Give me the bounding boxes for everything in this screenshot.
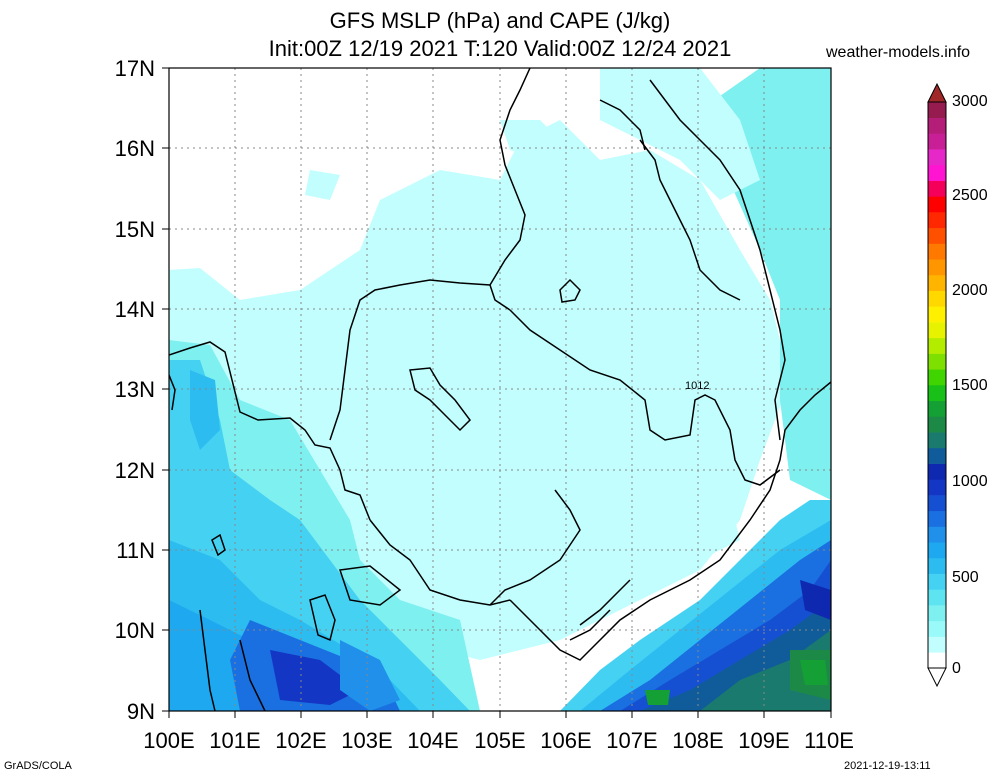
lat-label: 11N — [116, 538, 155, 563]
lat-label: 14N — [115, 297, 155, 322]
axis-ticks — [162, 67, 832, 718]
colorbar-swatch — [928, 605, 946, 622]
title-line-2: Init:00Z 12/19 2021 T:120 Valid:00Z 12/2… — [268, 36, 732, 61]
colorbar-swatch — [928, 573, 946, 590]
colorbar-labels: 0 500 1000 1500 2000 2500 3000 — [952, 93, 988, 677]
colorbar-swatch — [928, 620, 946, 637]
title-line-1: GFS MSLP (hPa) and CAPE (J/kg) — [329, 8, 671, 33]
colorbar-swatch — [928, 102, 946, 119]
colorbar-swatch — [928, 463, 946, 480]
lat-label: 15N — [115, 217, 155, 242]
colorbar-swatch — [928, 149, 946, 166]
colorbar-swatch — [928, 557, 946, 574]
colorbar-swatch — [928, 385, 946, 402]
colorbar-max-arrow — [927, 82, 947, 103]
colorbar-label: 1000 — [952, 473, 988, 490]
colorbar-swatch — [928, 479, 946, 496]
site-credit: weather-models.info — [826, 44, 971, 61]
lon-label: 104E — [407, 728, 458, 753]
colorbar-swatch — [928, 180, 946, 197]
colorbar-label: 3000 — [952, 93, 988, 110]
colorbar-frame — [927, 101, 947, 669]
lon-label: 100E — [143, 728, 194, 753]
colorbar-swatch — [928, 117, 946, 134]
colorbar-swatch — [928, 416, 946, 433]
colorbar-label: 0 — [952, 660, 961, 677]
footer-right: 2021-12-19-13:11 — [844, 760, 931, 772]
colorbar-swatch — [928, 290, 946, 307]
lon-label: 107E — [606, 728, 657, 753]
lon-label: 105E — [474, 728, 525, 753]
colorbar-swatch — [928, 510, 946, 527]
longitude-labels: 100E 101E 102E 103E 104E 105E 106E 107E … — [143, 728, 854, 753]
lat-label: 12N — [115, 458, 155, 483]
colorbar-swatch — [928, 164, 946, 181]
colorbar-swatch — [928, 337, 946, 354]
lat-label: 10N — [115, 618, 155, 643]
footer-left: GrADS/COLA — [4, 760, 72, 772]
colorbar-label: 500 — [952, 569, 979, 586]
colorbar-label: 2000 — [952, 282, 988, 299]
lat-label: 13N — [115, 377, 155, 402]
colorbar — [927, 82, 947, 688]
colorbar-swatch — [928, 274, 946, 291]
colorbar-label: 2500 — [952, 187, 988, 204]
lon-label: 108E — [672, 728, 723, 753]
lat-label: 17N — [115, 56, 155, 81]
cape-shading — [169, 68, 831, 711]
graticule — [169, 68, 831, 711]
colorbar-swatch — [928, 369, 946, 386]
colorbar-swatch — [928, 400, 946, 417]
colorbar-swatch — [928, 542, 946, 559]
colorbar-swatch — [928, 495, 946, 512]
lon-label: 109E — [738, 728, 789, 753]
colorbar-swatch — [928, 432, 946, 449]
colorbar-swatch — [928, 526, 946, 543]
latitude-labels: 9N 10N 11N 12N 13N 14N 15N 16N 17N — [115, 56, 155, 724]
colorbar-swatch — [928, 636, 946, 653]
coastlines-borders — [169, 68, 831, 711]
colorbar-swatch — [928, 306, 946, 323]
colorbar-swatch — [928, 589, 946, 606]
lat-label: 16N — [115, 136, 155, 161]
colorbar-swatch — [928, 447, 946, 464]
colorbar-swatch — [928, 259, 946, 276]
lon-label: 102E — [275, 728, 326, 753]
lon-label: 103E — [341, 728, 392, 753]
colorbar-swatch — [928, 322, 946, 339]
colorbar-label: 1500 — [952, 377, 988, 394]
lon-label: 106E — [540, 728, 591, 753]
lon-label: 110E — [804, 728, 854, 753]
colorbar-swatch — [928, 196, 946, 213]
isobar-label-1012: 1012 — [685, 380, 709, 392]
colorbar-swatch — [928, 652, 946, 669]
colorbar-swatch — [928, 227, 946, 244]
colorbar-swatch — [928, 133, 946, 150]
colorbar-swatch — [928, 353, 946, 370]
lon-label: 101E — [209, 728, 260, 753]
colorbar-swatch — [928, 243, 946, 260]
colorbar-swatch — [928, 212, 946, 229]
colorbar-min-arrow — [927, 667, 947, 688]
lat-label: 9N — [127, 699, 155, 724]
